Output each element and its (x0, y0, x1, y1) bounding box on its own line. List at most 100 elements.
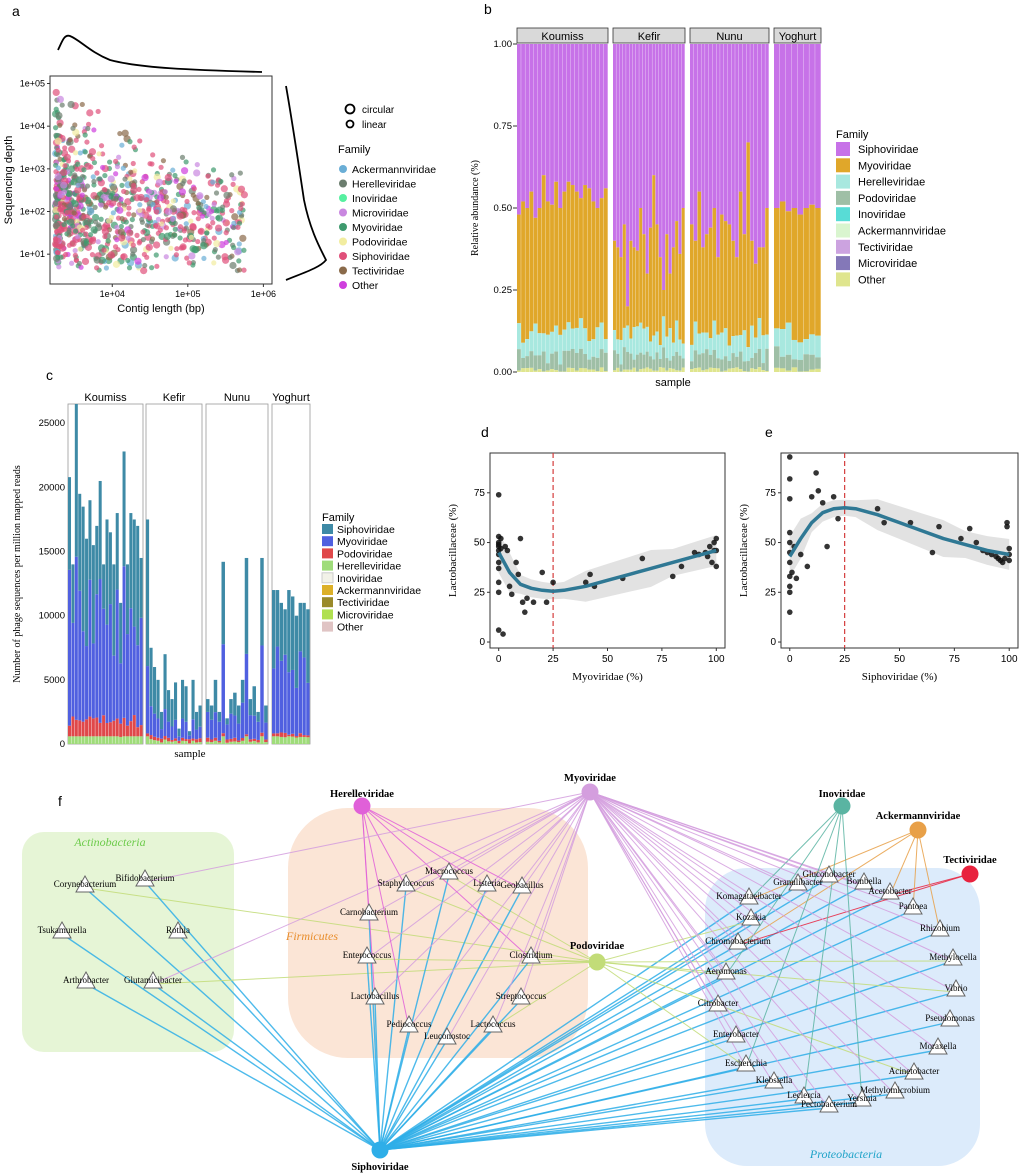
bar-c-siphoviridae (177, 728, 181, 737)
bar-c-podoviridae (105, 722, 109, 737)
host-label-citrobacter: Citrobacter (698, 998, 738, 1008)
bar-c-siphoviridae (181, 679, 185, 719)
bar-c-siphoviridae (132, 519, 136, 627)
scatter-a-point (183, 159, 189, 165)
bar-b-herelleviridae (668, 328, 672, 361)
bar-c-herelleviridae (112, 736, 116, 744)
scatter-a-ytick-label: 1e+01 (20, 249, 45, 259)
host-node-leclercia (794, 1085, 814, 1104)
scatter-e-point (958, 535, 964, 542)
bar-c-siphoviridae (275, 590, 280, 647)
edge-myoviridae (589, 791, 739, 946)
scatter-e-point (835, 515, 841, 522)
host-label-leclercia: Leclercia (787, 1090, 820, 1100)
legend-a-dot-ackermannviridae (339, 165, 347, 173)
bar-c-myoviridae (184, 721, 188, 740)
bar-c-podoviridae (163, 736, 167, 740)
scatter-e-point (786, 583, 793, 590)
bar-c-herelleviridae (244, 736, 249, 744)
bar-b-podoviridae (803, 354, 809, 372)
scatter-a-point (93, 256, 101, 264)
bar-c-podoviridae (160, 738, 164, 743)
edge-myoviridae (366, 791, 591, 960)
bar-b-podoviridae (712, 349, 717, 369)
scatter-a-point (108, 194, 114, 200)
bar-b-myoviridae (681, 208, 685, 344)
bar-b-podoviridae (815, 357, 821, 369)
host-node-corynebacterium (75, 874, 95, 893)
scatter-a-point (210, 220, 216, 226)
bar-c-podoviridae (279, 732, 283, 737)
bar-c-siphoviridae (306, 609, 310, 683)
edge-myoviridae (589, 791, 747, 1068)
scatter-a-point (86, 109, 94, 117)
bar-b-herelleviridae (533, 323, 538, 356)
edge-siphoviridae (177, 933, 381, 1151)
scatter-a-point (192, 245, 200, 254)
bar-c-podoviridae (188, 739, 192, 744)
scatter-d-xtick-label: 50 (602, 654, 614, 665)
bar-b-podoviridae (750, 357, 754, 369)
bar-b-podoviridae (562, 350, 567, 372)
facet-c-label: Nunu (224, 392, 250, 404)
bar-b-podoviridae (635, 354, 639, 372)
bar-b-herelleviridae (562, 329, 567, 351)
scatter-a-point (214, 208, 220, 214)
edge-siphoviridae (379, 1083, 775, 1151)
bar-b-myoviridae (753, 263, 758, 338)
scatter-a-point (60, 181, 68, 189)
bar-b-podoviridae (595, 357, 600, 372)
scatter-a-point (163, 194, 169, 200)
bar-b-herelleviridae (595, 327, 600, 358)
bar-b-siphoviridae (574, 44, 579, 192)
bar-b-siphoviridae (587, 44, 592, 189)
bar-c-siphoviridae (160, 711, 164, 730)
phage-node-myoviridae (581, 783, 599, 801)
legend-b-swatch-microviridae (836, 256, 850, 271)
bar-c-herelleviridae (136, 736, 140, 744)
panel-e: 0 25 50 75 100 0 25 50 75 Siphoviridae (%) Lactoba… (738, 452, 1019, 683)
scatter-a-point (241, 267, 247, 273)
host-node-moraxella (928, 1036, 948, 1055)
facet-b-strip-koumiss (516, 27, 609, 44)
edge-myoviridae (589, 791, 830, 1109)
edge-ackermannviridae (889, 829, 919, 896)
edge-myoviridae (589, 791, 914, 911)
bar-b-podoviridae (655, 352, 659, 371)
scatter-e-point (1006, 557, 1013, 564)
bar-b-myoviridae (671, 247, 675, 343)
scatter-a-point (186, 179, 193, 185)
bar-b-podoviridae (727, 360, 732, 369)
bar-b-myoviridae (649, 227, 652, 342)
edge-myoviridae (405, 791, 591, 888)
legend-a-dot-tectiviridae (339, 266, 347, 275)
bar-b-herelleviridae (731, 336, 735, 354)
bars-b-ytick-label: 1.00 (494, 39, 513, 50)
edge-siphoviridae (379, 886, 488, 1151)
scatter-a-point (114, 164, 121, 170)
scatter-a-point (164, 199, 170, 205)
edge-podoviridae (448, 874, 598, 963)
bar-c-herelleviridae (195, 742, 199, 744)
bar-b-siphoviridae (791, 44, 798, 208)
scatter-a-point (214, 182, 221, 188)
scatter-a-point (128, 169, 134, 175)
bars-c-ytick-label: 0 (60, 739, 65, 750)
bar-b-podoviridae (566, 350, 571, 368)
scatter-d-point (495, 491, 502, 498)
scatter-a-point (94, 265, 100, 271)
bar-c-siphoviridae (129, 513, 133, 609)
bars-b-xlabel: sample (655, 377, 690, 389)
bar-c-podoviridae (132, 715, 136, 737)
bar-b-myoviridae (639, 208, 643, 323)
scatter-a-point (55, 147, 61, 153)
scatter-a-point (74, 186, 82, 194)
bar-c-podoviridae (248, 739, 253, 742)
scatter-a-point (53, 169, 59, 175)
bar-b-herelleviridae (583, 328, 588, 355)
scatter-a-point (170, 198, 176, 204)
scatter-a-point (62, 145, 68, 151)
bar-b-other (579, 367, 583, 372)
host-node-arthrobacter (76, 970, 96, 989)
panel-d: 0 25 50 75 100 0 25 50 75 Myoviridae (%) Lactobaci… (447, 452, 726, 683)
